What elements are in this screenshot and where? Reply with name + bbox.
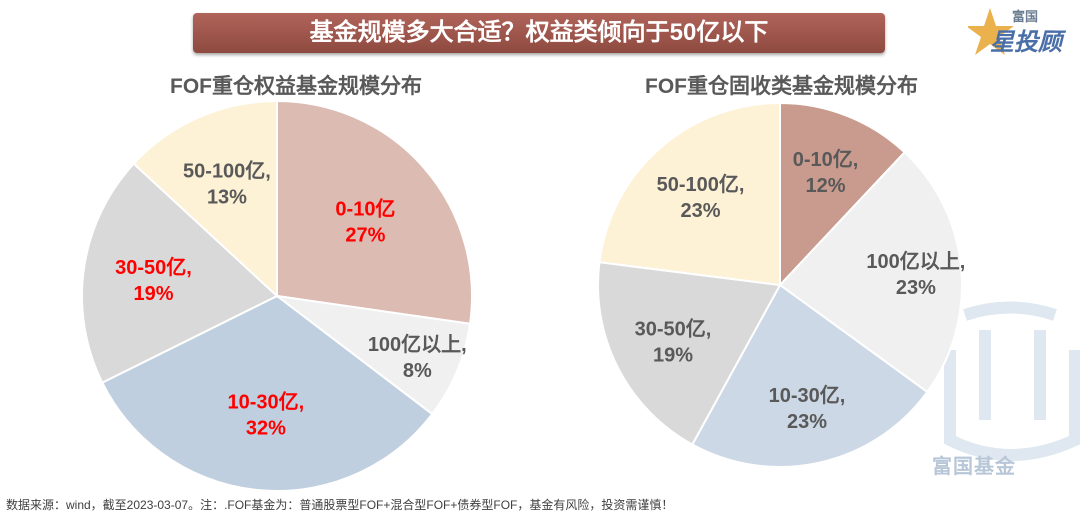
slice-percent-label: 23% [896, 277, 936, 299]
slice-category-label: 10-30亿, [769, 383, 846, 407]
slice-percent-label: 12% [806, 175, 846, 197]
slice-percent-label: 23% [681, 200, 721, 222]
chart-title-fixed-income: FOF重仓固收类基金规模分布 [645, 75, 918, 98]
slice-percent-label: 8% [403, 360, 432, 382]
slice-category-label: 50-100亿, [183, 159, 271, 183]
pie-slice [132, 99, 278, 299]
slice-percent-label: 27% [345, 224, 385, 246]
slice-category-label: 100亿以上, [368, 332, 467, 356]
star-icon [968, 8, 1014, 55]
pie-slice [276, 99, 473, 325]
slice-percent-label: 19% [133, 283, 173, 305]
footnote: 数据来源：wind，截至2023-03-07。注：.FOF基金为：普通股票型FO… [6, 498, 674, 512]
pie-slice [779, 101, 907, 288]
brand-logo [968, 4, 1073, 60]
slice-category-label: 0-10亿, [793, 147, 859, 171]
pie-slice [100, 294, 434, 492]
logo-small-text: 富国 [1012, 9, 1039, 24]
slice-percent-label: 19% [653, 345, 693, 367]
slice-category-label: 10-30亿, [228, 389, 305, 413]
pie-slice [778, 150, 963, 394]
slice-category-label: 30-50亿, [115, 255, 192, 279]
pie-slice [597, 261, 782, 446]
slice-percent-label: 32% [246, 417, 286, 439]
pie-slice [81, 162, 279, 384]
chart-title-equity: FOF重仓权益基金规模分布 [170, 75, 422, 98]
slice-category-label: 30-50亿, [635, 317, 712, 341]
pie-slice [273, 294, 472, 416]
slice-category-label: 0-10亿 [335, 196, 395, 220]
logo-big-text: 星投顾 [990, 29, 1062, 56]
watermark-text: 富国基金 [932, 456, 1016, 478]
slice-category-label: 50-100亿, [657, 172, 745, 196]
page-banner: 基金规模多大合适？权益类倾向于50亿以下 [193, 13, 885, 53]
pie-slice [598, 101, 781, 287]
slice-percent-label: 23% [787, 411, 827, 433]
pie-slice [690, 283, 929, 468]
slice-percent-label: 13% [207, 187, 247, 209]
slice-category-label: 100亿以上, [866, 249, 965, 273]
